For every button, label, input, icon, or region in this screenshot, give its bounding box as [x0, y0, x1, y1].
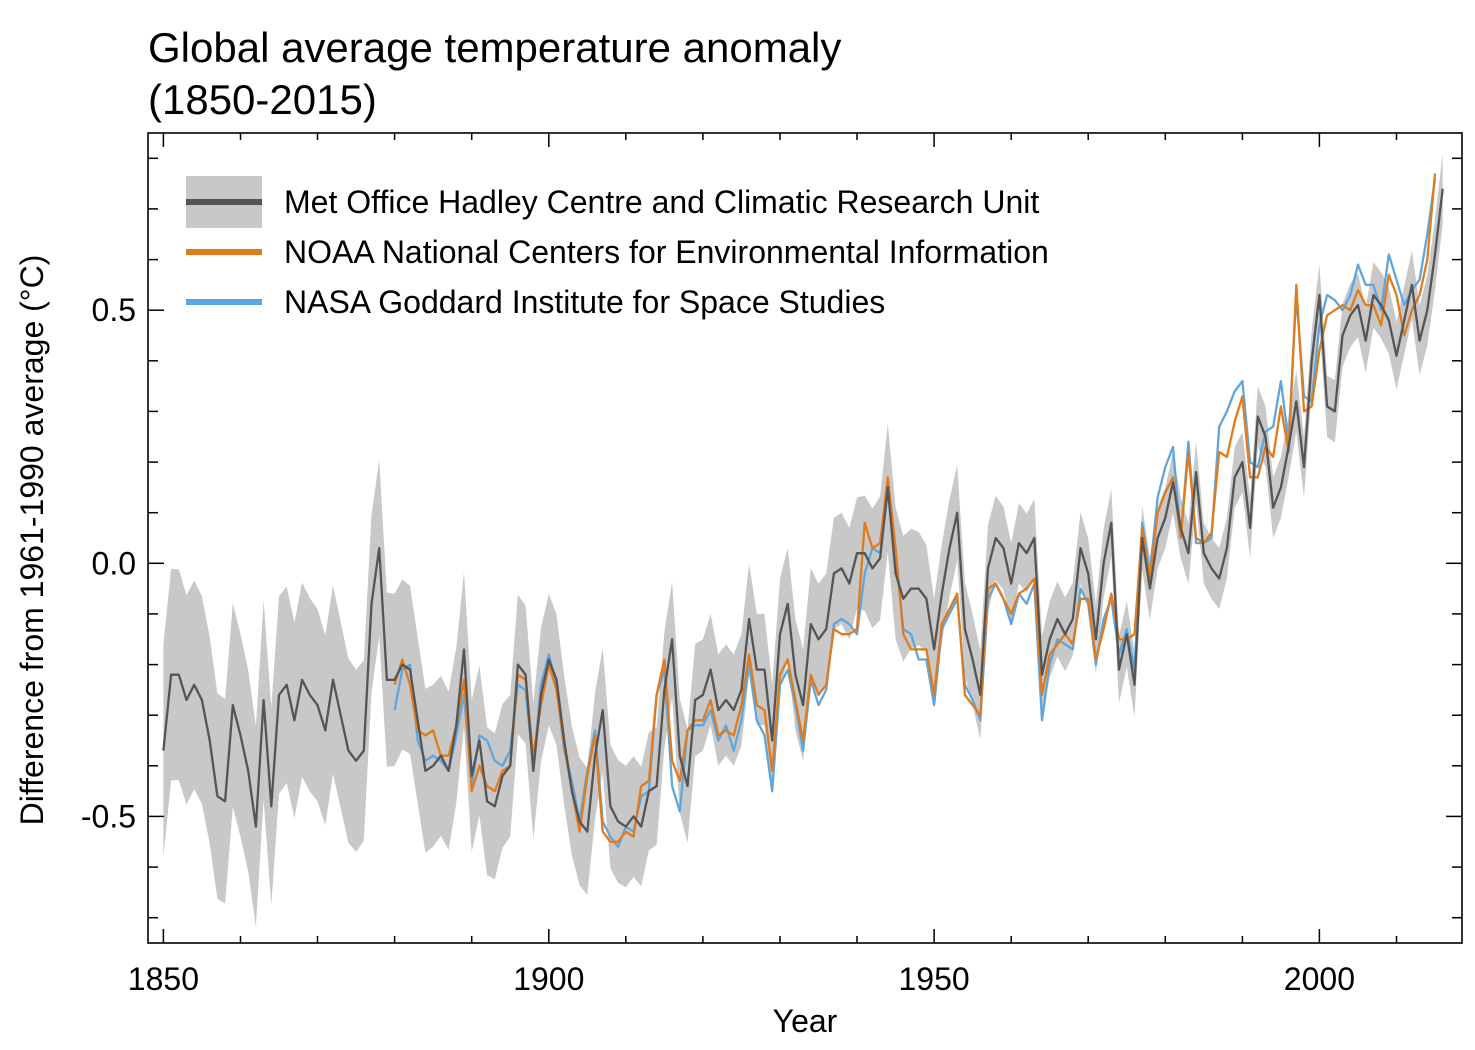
chart-title: Global average temperature anomaly	[148, 24, 842, 71]
uncertainty-band	[163, 153, 1443, 927]
y-tick-label: 0.5	[92, 292, 136, 328]
x-tick-label: 1900	[513, 961, 584, 997]
y-axis-label: Difference from 1961-1990 average (°C)	[14, 255, 50, 826]
plot-frame	[147, 132, 1463, 944]
x-tick-label: 1950	[899, 961, 970, 997]
y-tick-label: 0.0	[92, 545, 136, 581]
legend-label: Met Office Hadley Centre and Climatic Re…	[284, 184, 1039, 220]
x-tick-label: 2000	[1284, 961, 1355, 997]
axis-ticks-layer: 1850 1900 1950 2000 -0.5 0.0 0.5	[81, 133, 1462, 997]
series-lines-layer	[162, 173, 1444, 848]
legend-label: NASA Goddard Institute for Space Studies	[284, 284, 885, 320]
x-axis-label: Year	[773, 1003, 838, 1039]
legend: Met Office Hadley Centre and Climatic Re…	[186, 176, 1049, 320]
y-tick-label: -0.5	[81, 798, 136, 834]
series-line-0	[162, 188, 1444, 833]
chart-title-block: Global average temperature anomaly (1850…	[148, 22, 841, 126]
uncertainty-band-layer	[163, 153, 1443, 927]
chart-subtitle: (1850-2015)	[148, 76, 377, 123]
x-tick-label: 1850	[128, 961, 199, 997]
legend-label: NOAA National Centers for Environmental …	[284, 234, 1049, 270]
